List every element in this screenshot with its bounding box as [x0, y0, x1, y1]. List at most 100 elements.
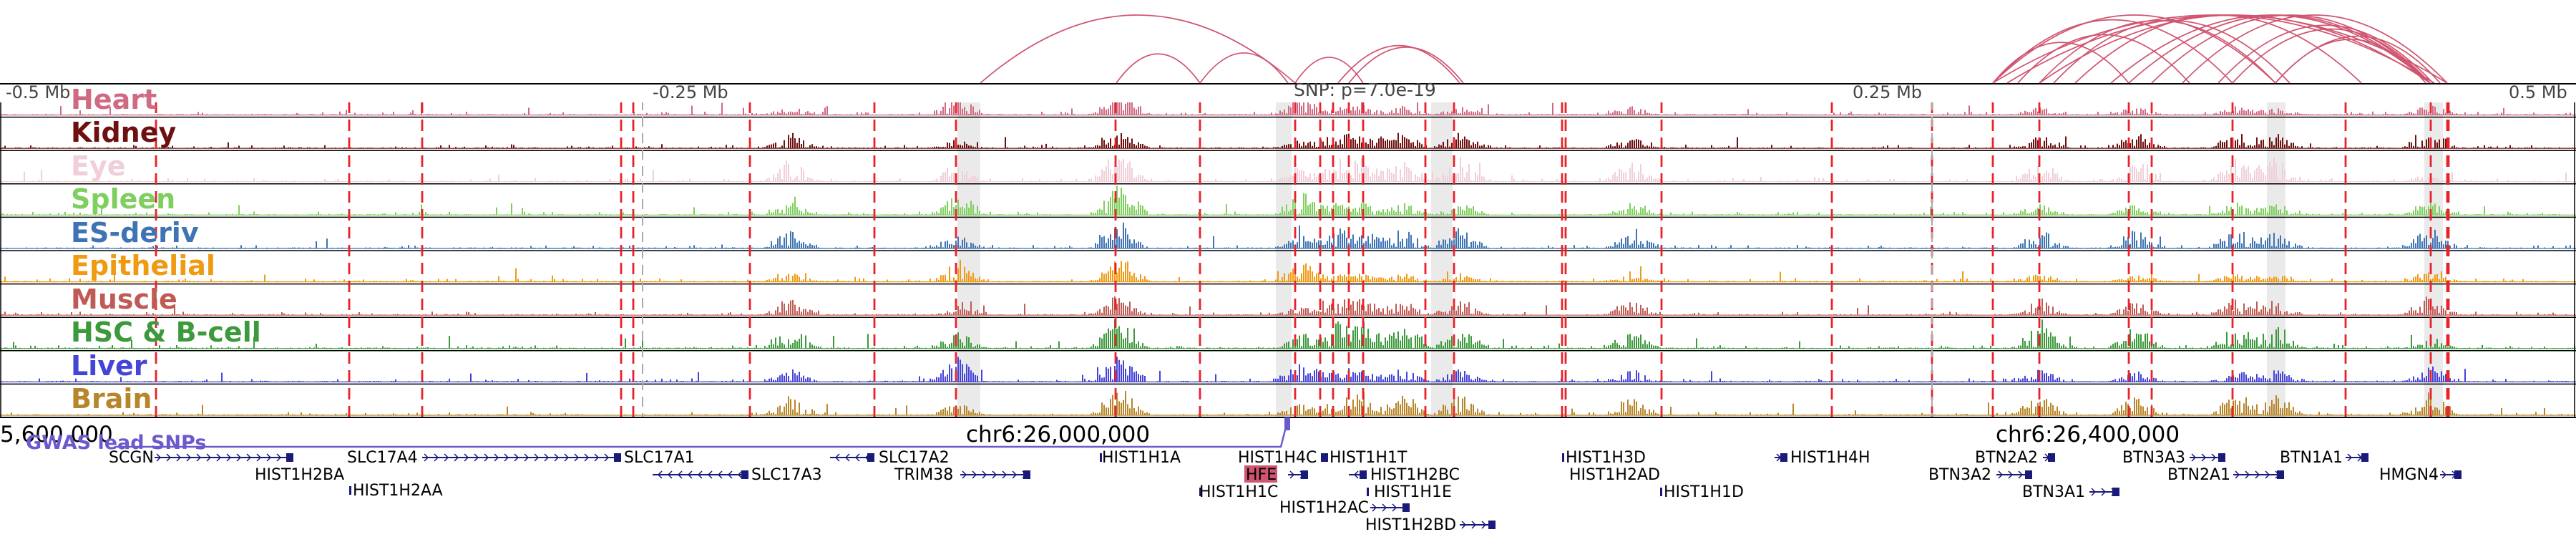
- gene-label: HIST1H1A: [1102, 449, 1181, 467]
- gene-exon: [1023, 470, 1030, 479]
- gene-label: SLC17A2: [879, 449, 950, 467]
- gene-hist1h2bd: HIST1H2BD: [1365, 516, 1496, 534]
- strand-arrow: [727, 470, 733, 479]
- gene-btn3a3: BTN3A3: [2122, 449, 2225, 467]
- strand-arrow: [2245, 470, 2250, 479]
- gene-label: HIST1H1D: [1664, 483, 1744, 501]
- gene-exon: [741, 470, 748, 479]
- strand-arrow: [226, 453, 232, 462]
- track-signal: [0, 357, 2576, 382]
- gene-label: HMGN4: [2379, 466, 2439, 484]
- gene-exon: [1780, 453, 1787, 462]
- interaction-arc: [2017, 34, 2190, 84]
- gene-label: HIST1H1E: [1374, 483, 1452, 501]
- gene-exon: [1199, 488, 1201, 496]
- gene-btn1a1: BTN1A1: [2280, 449, 2368, 467]
- interaction-arc: [2182, 14, 2448, 84]
- strand-arrow: [1289, 470, 1295, 479]
- gene-hist1h2ba: HIST1H2BA: [255, 466, 344, 484]
- gene-hist1h1a: HIST1H1A: [1100, 449, 1181, 467]
- interaction-arc: [1992, 14, 2435, 84]
- track-label-brain: Brain: [71, 383, 152, 415]
- strand-arrow: [1012, 470, 1018, 479]
- strand-arrow: [2255, 470, 2260, 479]
- gene-btn3a2: BTN3A2: [1928, 466, 2032, 484]
- gene-exon: [1100, 453, 1102, 462]
- gene-label: HIST1H3D: [1566, 449, 1646, 467]
- strand-arrow: [854, 453, 860, 462]
- gene-btn2a2: BTN2A2: [1975, 449, 2055, 467]
- gene-slc17a4: SLC17A4: [347, 449, 621, 467]
- strand-arrow: [256, 453, 262, 462]
- interaction-arc: [1992, 42, 2129, 84]
- gene-hist1h1c: HIST1H1C: [1199, 483, 1278, 501]
- gene-label: HIST1H2BD: [1365, 516, 1456, 534]
- strand-arrow: [737, 470, 743, 479]
- gene-exon: [286, 453, 293, 462]
- gene-label: HFE: [1246, 466, 1277, 484]
- axis-coord-mid: chr6:26,000,000: [966, 422, 1150, 448]
- gene-exon: [1321, 453, 1328, 462]
- gene-btn3a1: BTN3A1: [2022, 483, 2119, 501]
- interaction-arc: [1199, 52, 1289, 84]
- gene-trim38: TRIM38: [894, 466, 1030, 484]
- strand-arrow: [2235, 470, 2240, 479]
- gene-slc17a2: SLC17A2: [830, 449, 950, 467]
- strand-arrow: [687, 470, 693, 479]
- strand-arrow: [574, 453, 580, 462]
- gene-hist1h2ac: HIST1H2AC: [1279, 499, 1410, 517]
- gene-label: BTN3A3: [2122, 449, 2185, 467]
- axis-coord-left: 5,600,000: [0, 422, 113, 448]
- track-label-heart: Heart: [71, 84, 157, 115]
- interaction-arc: [1992, 14, 2276, 84]
- strand-arrow: [474, 453, 479, 462]
- ruler-label-neg-0-25: -0.25 Mb: [653, 82, 728, 102]
- strand-arrow: [2101, 488, 2107, 496]
- hfe-highlight-box: [1244, 465, 1277, 483]
- track-row: [0, 319, 2576, 352]
- track-row: [0, 259, 2576, 285]
- gwas-snp-marker: [1284, 417, 1290, 430]
- gene-exon: [1488, 521, 1496, 529]
- strand-arrow: [246, 453, 252, 462]
- gene-hist1h1t: HIST1H1T: [1321, 449, 1407, 467]
- track-label-eye: Eye: [71, 150, 126, 182]
- track-row: [0, 296, 2576, 318]
- strand-arrow: [1353, 470, 1359, 479]
- gene-scgn: SCGN: [109, 449, 293, 467]
- strand-arrow: [484, 453, 489, 462]
- strand-arrow: [604, 453, 610, 462]
- gene-exon: [2025, 470, 2032, 479]
- track-label-es-deriv: ES-deriv: [71, 217, 199, 248]
- strand-arrow: [667, 470, 673, 479]
- interaction-arc: [2074, 14, 2362, 84]
- strand-arrow: [424, 453, 429, 462]
- gene-label: HIST1H2BA: [255, 466, 344, 484]
- strand-arrow: [166, 453, 172, 462]
- strand-arrow: [236, 453, 242, 462]
- enhancer-lines: [155, 84, 2450, 417]
- gene-label: BTN3A2: [1928, 466, 1991, 484]
- gene-label: HIST1H4H: [1790, 449, 1870, 467]
- strand-arrow: [2441, 470, 2447, 479]
- strand-arrow: [504, 453, 509, 462]
- track-row: [0, 357, 2576, 385]
- gene-exon: [349, 486, 351, 495]
- track-label-spleen: Spleen: [71, 183, 175, 215]
- axis-coord-right: chr6:26,400,000: [1996, 422, 2180, 448]
- track-labels: Heart Kidney Eye Spleen ES-deriv Epithel…: [71, 84, 261, 415]
- track-label-kidney: Kidney: [71, 117, 176, 148]
- gene-slc17a3: SLC17A3: [653, 466, 822, 484]
- strand-arrow: [544, 453, 550, 462]
- strand-arrow: [464, 453, 469, 462]
- strand-arrow: [2191, 453, 2197, 462]
- gene-exon: [2218, 453, 2225, 462]
- snp-pvalue-label: SNP: p=7.0e-19: [1294, 79, 1436, 100]
- gene-exon: [614, 453, 621, 462]
- interaction-arc: [2232, 28, 2431, 84]
- track-signal: [0, 91, 2576, 115]
- strand-arrow: [266, 453, 272, 462]
- gene-exon: [2112, 488, 2119, 496]
- interaction-arc: [2110, 14, 2431, 84]
